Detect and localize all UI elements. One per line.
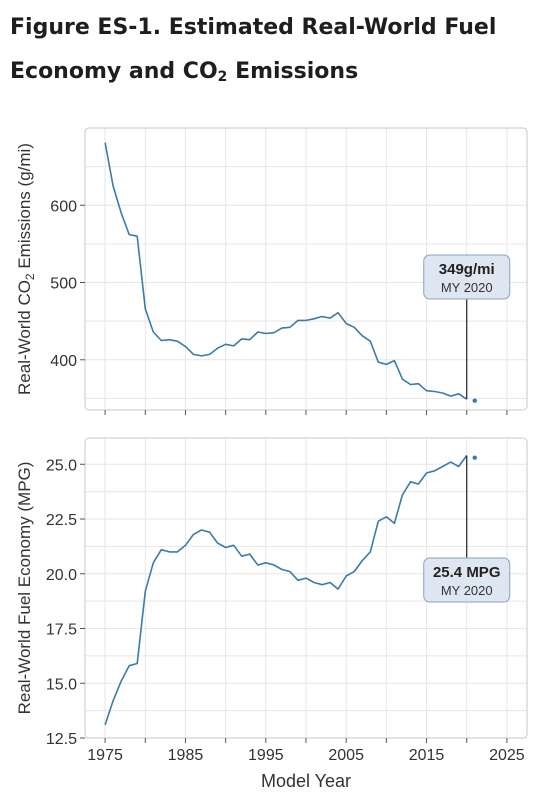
x-tick-label: 1985 bbox=[168, 747, 204, 764]
callout-label: MY 2020 bbox=[441, 280, 493, 295]
figure-title: Figure ES-1. Estimated Real-World Fuel E… bbox=[10, 6, 530, 99]
y-tick-label: 12.5 bbox=[46, 731, 77, 748]
panel-co2: 400 500 600 Real-World CO2 Emissions (g/mi)… bbox=[15, 127, 528, 415]
callout-value: 25.4 MPG bbox=[433, 564, 501, 581]
x-axis-label: Model Year bbox=[261, 771, 351, 791]
y-tick-label: 22.5 bbox=[46, 512, 77, 529]
x-tick-label: 1995 bbox=[248, 747, 284, 764]
callout-box bbox=[423, 254, 511, 300]
y-tick-label: 400 bbox=[50, 353, 77, 370]
callout-value: 349g/mi bbox=[439, 261, 495, 278]
y-axis-label: Real-World Fuel Economy (MPG) bbox=[15, 462, 34, 715]
figure-title-line1: Figure ES-1. Estimated Real-World Fuel bbox=[10, 15, 497, 40]
x-tick-label: 2025 bbox=[489, 747, 525, 764]
callout-label: MY 2020 bbox=[441, 583, 493, 598]
figure-title-line2: Economy and CO2 Emissions bbox=[10, 59, 359, 85]
panel-fuel-economy: 12.5 15.0 17.5 20.0 22.5 25.0 1975 1985 1995 2005… bbox=[15, 437, 528, 791]
y-tick-label: 20.0 bbox=[46, 567, 77, 584]
y-tick-label: 15.0 bbox=[46, 676, 77, 693]
preliminary-point bbox=[472, 398, 477, 403]
series-line bbox=[104, 142, 468, 400]
y-tick-label: 25.0 bbox=[46, 457, 77, 474]
x-tick-label: 1975 bbox=[87, 747, 123, 764]
x-tick-label: 2005 bbox=[328, 747, 364, 764]
preliminary-point bbox=[472, 455, 477, 460]
y-tick-label: 500 bbox=[50, 276, 77, 293]
callout-box bbox=[423, 557, 511, 603]
y-tick-label: 600 bbox=[50, 198, 77, 215]
series-line bbox=[104, 455, 468, 726]
y-tick-label: 17.5 bbox=[46, 622, 77, 639]
y-axis-label: Real-World CO2 Emissions (g/mi) bbox=[15, 143, 37, 395]
x-tick-label: 2015 bbox=[409, 747, 445, 764]
